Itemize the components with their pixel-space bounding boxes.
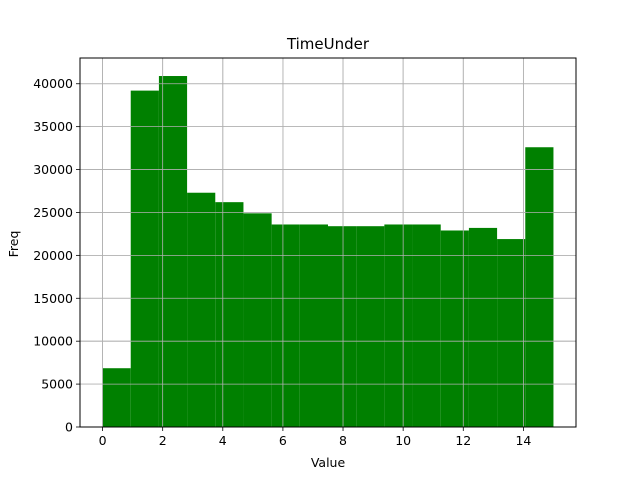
x-tick-label: 8 xyxy=(339,433,347,448)
overlay-grid-layer xyxy=(80,58,576,428)
y-tick-label: 20000 xyxy=(33,248,73,263)
x-axis-ticks: 0 2 4 6 8 10 12 14 xyxy=(99,427,531,448)
histogram-bar xyxy=(299,224,328,427)
bars-layer xyxy=(102,76,554,427)
x-tick-label: 2 xyxy=(159,433,167,448)
histogram-bar xyxy=(243,213,272,427)
histogram-bar xyxy=(497,239,526,427)
histogram-bar xyxy=(158,76,188,427)
x-axis-label: Value xyxy=(311,455,346,470)
x-tick-label: 4 xyxy=(219,433,227,448)
y-tick-label: 40000 xyxy=(33,76,73,91)
histogram-bar xyxy=(525,147,554,427)
x-tick-label: 6 xyxy=(279,433,287,448)
histogram-bar xyxy=(130,90,159,427)
histogram-bar xyxy=(215,202,244,427)
y-tick-label: 25000 xyxy=(33,205,73,220)
histogram-bar xyxy=(271,224,300,427)
y-tick-label: 5000 xyxy=(41,377,73,392)
y-tick-label: 0 xyxy=(65,420,73,435)
histogram-bar xyxy=(440,230,469,427)
y-tick-label: 30000 xyxy=(33,162,73,177)
plot-frame xyxy=(79,57,577,428)
histogram-bar xyxy=(412,224,441,427)
histogram-bar xyxy=(102,368,131,427)
y-axis-label: Freq xyxy=(6,231,21,258)
y-axis-ticks: 0 5000 10000 15000 20000 25000 30000 35000 40000 xyxy=(33,76,80,435)
histogram-bar xyxy=(468,227,498,427)
x-tick-label: 0 xyxy=(99,433,107,448)
histogram-bar xyxy=(384,224,413,427)
histogram-bar xyxy=(328,226,357,427)
y-tick-label: 35000 xyxy=(33,119,73,134)
y-tick-label: 15000 xyxy=(33,291,73,306)
histogram-bar xyxy=(187,192,216,427)
y-tick-label: 10000 xyxy=(33,334,73,349)
x-tick-label: 10 xyxy=(395,433,411,448)
x-tick-label: 14 xyxy=(515,433,531,448)
histogram-bar xyxy=(356,226,385,427)
chart-title: TimeUnder xyxy=(286,35,370,53)
x-tick-label: 12 xyxy=(455,433,471,448)
